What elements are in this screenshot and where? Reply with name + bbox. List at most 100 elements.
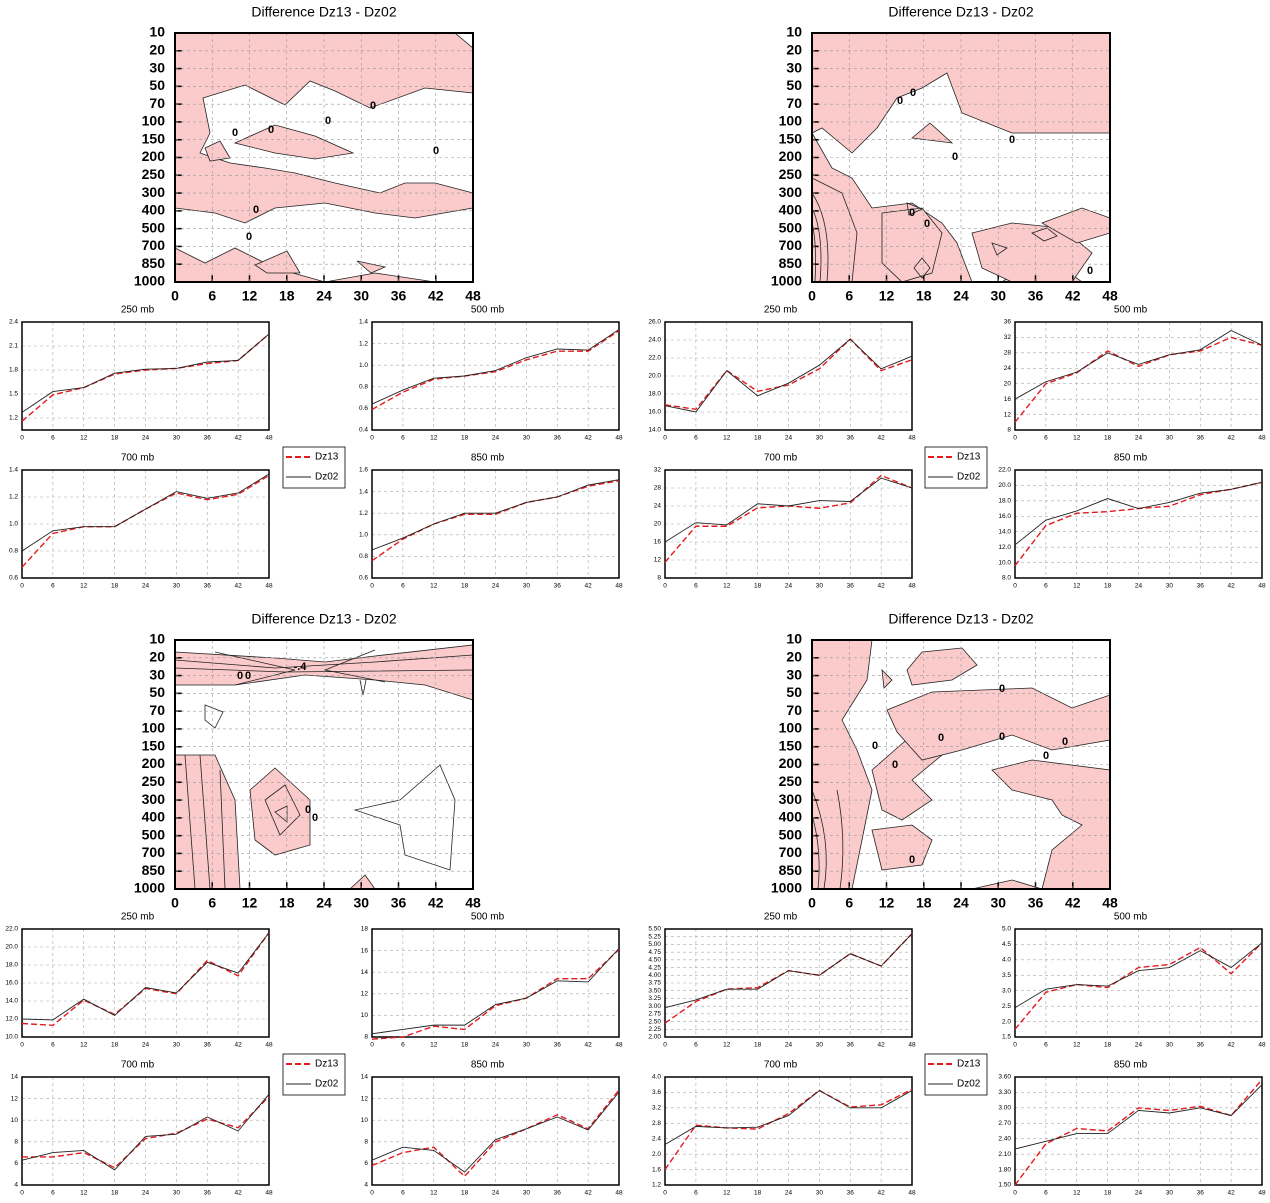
x-tick-label: 30 xyxy=(816,583,824,590)
legend-box xyxy=(924,1053,988,1096)
y-tick-label: 0.6 xyxy=(9,575,18,582)
y-tick-label: 70 xyxy=(149,702,165,718)
x-tick-label: 0 xyxy=(1013,583,1017,590)
plot-frame xyxy=(811,639,1111,890)
y-tick-label: 10 xyxy=(786,631,802,647)
x-tick-label: 0 xyxy=(370,1190,374,1197)
chart-title: 700 mb xyxy=(121,1060,155,1071)
x-tick-label: 24 xyxy=(316,895,332,911)
x-tick-label: 48 xyxy=(1258,1042,1266,1049)
y-tick-label: 4.5 xyxy=(1002,941,1011,948)
y-tick-label: 12 xyxy=(361,991,369,998)
x-tick-label: 48 xyxy=(615,435,623,442)
x-tick-label: 36 xyxy=(391,288,407,304)
plot-frame xyxy=(174,32,474,283)
contour-label: 0 xyxy=(909,854,915,866)
x-tick-label: 36 xyxy=(847,1042,855,1049)
x-tick-label: 6 xyxy=(51,435,55,442)
x-tick-label: 42 xyxy=(235,1042,243,1049)
x-tick-label: 0 xyxy=(663,435,667,442)
x-tick-label: 36 xyxy=(1028,288,1044,304)
contour-label: 0 xyxy=(1009,134,1015,146)
y-tick-label: 12 xyxy=(1004,411,1012,418)
plot-frame xyxy=(664,1076,913,1186)
x-tick-label: 42 xyxy=(878,435,886,442)
x-tick-label: 18 xyxy=(461,435,469,442)
chart-title: Difference Dz13 - Dz02 xyxy=(251,611,396,627)
x-tick-label: 0 xyxy=(1013,1042,1017,1049)
chart-title: 700 mb xyxy=(121,453,155,464)
y-tick-label: 20.0 xyxy=(998,482,1011,489)
contour-label: 0 xyxy=(999,683,1005,695)
y-tick-label: 6 xyxy=(364,1160,368,1167)
contour-label: 0 xyxy=(999,731,1005,743)
legend-label: Dz13 xyxy=(957,452,981,463)
x-tick-label: 0 xyxy=(20,1190,24,1197)
chart-title: 850 mb xyxy=(1114,453,1148,464)
y-tick-label: 0.8 xyxy=(9,548,18,555)
y-tick-label: 3.0 xyxy=(1002,987,1011,994)
chart-title: 850 mb xyxy=(471,1060,505,1071)
y-tick-label: 16.0 xyxy=(998,513,1011,520)
y-tick-label: 22.0 xyxy=(5,926,18,933)
x-tick-label: 42 xyxy=(1228,583,1236,590)
x-tick-label: 18 xyxy=(1104,583,1112,590)
x-tick-label: 6 xyxy=(51,1042,55,1049)
plot-frame xyxy=(811,32,1111,283)
x-tick-label: 48 xyxy=(265,1042,273,1049)
x-tick-label: 30 xyxy=(1166,583,1174,590)
series-line xyxy=(21,333,270,422)
contour-label: 0 xyxy=(924,218,930,230)
y-tick-label: 70 xyxy=(786,95,802,111)
y-tick-label: 150 xyxy=(142,130,166,146)
legend-label: Dz13 xyxy=(315,1059,339,1070)
y-tick-label: 1.2 xyxy=(9,494,18,501)
x-tick-label: 12 xyxy=(1073,435,1081,442)
x-tick-label: 6 xyxy=(694,435,698,442)
x-tick-label: 48 xyxy=(1258,435,1266,442)
y-tick-label: 1.6 xyxy=(652,1166,661,1173)
plot-frame xyxy=(371,1076,620,1186)
y-tick-label: 10.0 xyxy=(5,1034,18,1041)
y-tick-label: 3.25 xyxy=(648,995,661,1002)
x-tick-label: 30 xyxy=(523,1042,531,1049)
x-tick-label: 42 xyxy=(1228,435,1236,442)
legend-label: Dz02 xyxy=(957,1079,981,1090)
series-line xyxy=(21,932,270,1027)
y-tick-label: 4.0 xyxy=(1002,957,1011,964)
contour-label: 0 xyxy=(892,759,898,771)
y-tick-label: 1.2 xyxy=(652,1182,661,1189)
series-line xyxy=(1014,329,1263,400)
x-tick-label: 42 xyxy=(428,895,444,911)
chart-title: 700 mb xyxy=(764,453,798,464)
x-tick-label: 36 xyxy=(847,1190,855,1197)
series-line xyxy=(21,333,270,413)
y-tick-label: 50 xyxy=(786,684,802,700)
legend-box xyxy=(282,1053,346,1096)
x-tick-label: 48 xyxy=(615,1190,623,1197)
y-tick-label: 10 xyxy=(149,631,165,647)
y-tick-label: 2.5 xyxy=(1002,1003,1011,1010)
y-tick-label: 24 xyxy=(1004,365,1012,372)
y-tick-label: 3.00 xyxy=(998,1105,1011,1112)
x-tick-label: 24 xyxy=(142,583,150,590)
y-tick-label: 8 xyxy=(364,1139,368,1146)
y-tick-label: 1.4 xyxy=(9,467,18,474)
x-tick-label: 12 xyxy=(80,435,88,442)
x-tick-label: 30 xyxy=(523,435,531,442)
x-tick-label: 18 xyxy=(461,583,469,590)
y-tick-label: 20.0 xyxy=(648,373,661,380)
x-tick-label: 36 xyxy=(204,1042,212,1049)
y-tick-label: 1.0 xyxy=(359,362,368,369)
x-tick-label: 48 xyxy=(265,1190,273,1197)
y-tick-label: 12 xyxy=(361,1095,369,1102)
x-tick-label: 30 xyxy=(816,1190,824,1197)
y-tick-label: 20 xyxy=(149,41,165,57)
x-tick-label: 48 xyxy=(908,583,916,590)
x-tick-label: 6 xyxy=(1044,1190,1048,1197)
x-tick-label: 6 xyxy=(694,583,698,590)
y-tick-label: 400 xyxy=(142,809,166,825)
x-tick-label: 48 xyxy=(465,895,481,911)
plot-frame xyxy=(1014,1076,1263,1186)
y-tick-label: 300 xyxy=(142,791,166,807)
